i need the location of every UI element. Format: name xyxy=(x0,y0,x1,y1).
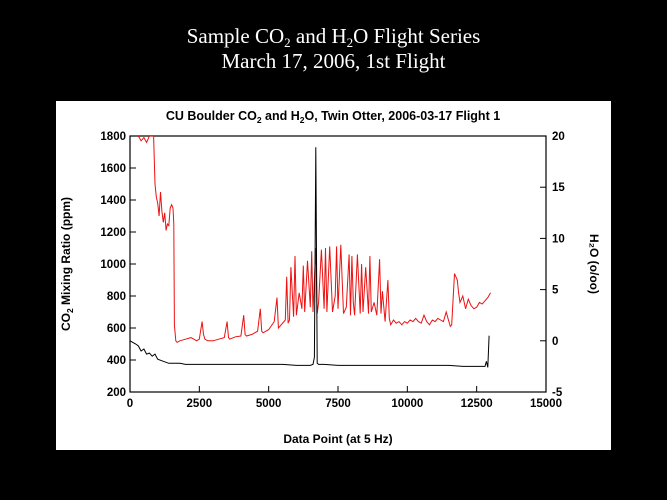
plot-frame xyxy=(129,135,547,393)
chart-panel: CU Boulder CO2 and H2O, Twin Otter, 2006… xyxy=(56,101,611,450)
y-right-axis: -5 0 5 10 15 20 xyxy=(540,131,565,399)
y-right-tick-label: 10 xyxy=(552,233,565,245)
title-subscript: 2 xyxy=(346,35,354,50)
chart: CU Boulder CO2 and H2O, Twin Otter, 2006… xyxy=(59,109,601,446)
chart-title: CU Boulder CO2 and H2O, Twin Otter, 2006… xyxy=(166,109,500,125)
y-left-axis: 200 400 600 800 1000 1200 1400 1600 1800 xyxy=(100,131,136,399)
y-right-tick-label: 20 xyxy=(552,131,565,143)
y-left-tick-label: 600 xyxy=(107,323,126,335)
title-text: and H xyxy=(290,24,347,48)
slide-title-line-1: Sample CO2 and H2O Flight Series xyxy=(0,24,667,49)
slide-title-line-2: March 17, 2006, 1st Flight xyxy=(221,49,446,73)
x-tick-label: 2500 xyxy=(187,398,213,410)
y-left-tick-label: 1800 xyxy=(100,131,126,143)
y-left-axis-label: CO2 Mixing Ratio (ppm) xyxy=(59,197,75,331)
y-right-tick-label: -5 xyxy=(552,387,563,399)
slide-title: Sample CO2 and H2O Flight Series March 1… xyxy=(0,24,667,74)
y-left-tick-label: 1400 xyxy=(100,195,126,207)
title-text: O Flight Series xyxy=(353,24,481,48)
series-co2-line xyxy=(137,136,491,344)
x-tick-label: 12500 xyxy=(461,398,493,410)
y-left-tick-label: 400 xyxy=(107,355,126,367)
x-tick-label: 15000 xyxy=(530,398,562,410)
x-tick-label: 7500 xyxy=(325,398,351,410)
y-right-tick-label: 15 xyxy=(552,182,565,194)
y-left-tick-label: 800 xyxy=(107,291,126,303)
y-left-tick-label: 200 xyxy=(107,387,126,399)
x-axis: 0 2500 5000 7500 10000 12500 15000 xyxy=(127,386,562,410)
x-axis-label: Data Point (at 5 Hz) xyxy=(283,432,392,446)
series-h2o-line xyxy=(130,147,490,368)
y-right-tick-label: 0 xyxy=(552,336,558,348)
x-tick-label: 5000 xyxy=(256,398,282,410)
y-right-tick-label: 5 xyxy=(552,285,559,297)
title-text: Sample CO xyxy=(186,24,285,48)
y-left-tick-label: 1200 xyxy=(100,227,126,239)
y-left-tick-label: 1000 xyxy=(100,259,126,271)
x-tick-label: 10000 xyxy=(391,398,423,410)
y-right-axis-label: H₂O (o/oo) xyxy=(587,234,601,294)
y-left-tick-label: 1600 xyxy=(100,163,126,175)
x-tick-label: 0 xyxy=(127,398,133,410)
title-subscript: 2 xyxy=(284,35,291,50)
